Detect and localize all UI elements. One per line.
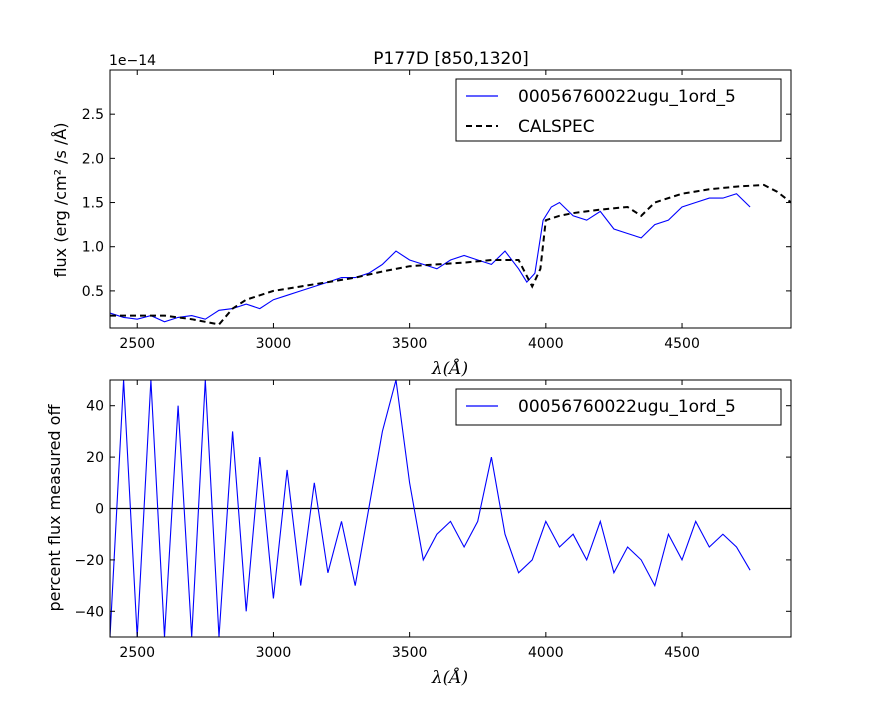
legend-label-series-1: 00056760022ugu_1ord_5 <box>518 87 736 107</box>
flux-x-tick-label: 3500 <box>392 336 428 352</box>
chart-title: P177D [850,1320] <box>373 49 529 69</box>
flux-plot-area <box>109 69 792 329</box>
percent-y-tick-label: 40 <box>86 399 104 415</box>
percent-x-ticks: 2500 3000 3500 4000 4500 <box>119 380 700 661</box>
flux-y-tick-label: 2.5 <box>82 107 104 123</box>
percent-y-axis-label: percent flux measured off <box>45 404 64 612</box>
flux-y-ticks: 0.5 1.0 1.5 2.0 2.5 <box>82 107 791 300</box>
percent-x-axis-label: λ(Å) <box>431 667 468 688</box>
flux-y-axis-label: flux (erg /cm² /s /Å) <box>51 122 70 277</box>
flux-series-line-2 <box>110 183 791 326</box>
percent-legend-box <box>455 388 782 426</box>
percent-x-tick-label: 4500 <box>664 645 700 661</box>
flux-y-tick-label: 0.5 <box>82 284 104 300</box>
flux-x-tick-label: 4000 <box>528 336 564 352</box>
percent-x-tick-label: 2500 <box>119 645 155 661</box>
flux-legend: 00056760022ugu_1ord_5 CALSPEC <box>455 78 782 142</box>
percent-x-tick-label: 3000 <box>256 645 292 661</box>
percent-series-line-1 <box>110 380 751 637</box>
percent-y-tick-label: −40 <box>74 604 104 620</box>
percent-x-tick-label: 3500 <box>392 645 428 661</box>
flux-y-tick-label: 2.0 <box>82 151 104 167</box>
flux-x-tick-label: 3000 <box>256 336 292 352</box>
legend-label-percent-series: 00056760022ugu_1ord_5 <box>518 397 736 417</box>
percent-y-tick-label: 0 <box>95 502 104 518</box>
flux-y-tick-label: 1.0 <box>82 240 104 256</box>
percent-y-tick-label: 20 <box>86 450 104 466</box>
flux-y-tick-label: 1.5 <box>82 196 104 212</box>
percent-x-tick-label: 4000 <box>528 645 564 661</box>
legend-label-calspec: CALSPEC <box>518 117 595 137</box>
percent-panel: 2500 3000 3500 4000 4500 −40 −20 0 20 40 λ(Å) pe… <box>45 379 792 688</box>
flux-x-axis-label: λ(Å) <box>431 358 468 379</box>
offset-text: 1e−14 <box>109 53 156 69</box>
flux-legend-box <box>455 78 782 142</box>
percent-y-tick-label: −20 <box>74 553 104 569</box>
flux-x-ticks: 2500 3000 3500 4000 4500 <box>119 70 700 352</box>
flux-x-tick-label: 2500 <box>119 336 155 352</box>
flux-axes-frame <box>109 69 792 329</box>
flux-series-line-1 <box>110 193 751 323</box>
percent-legend: 00056760022ugu_1ord_5 <box>455 388 782 426</box>
flux-x-tick-label: 4500 <box>664 336 700 352</box>
percent-y-ticks: −40 −20 0 20 40 <box>74 399 791 620</box>
flux-panel: P177D [850,1320] 1e−14 2500 3000 3500 4000 4… <box>51 49 792 379</box>
